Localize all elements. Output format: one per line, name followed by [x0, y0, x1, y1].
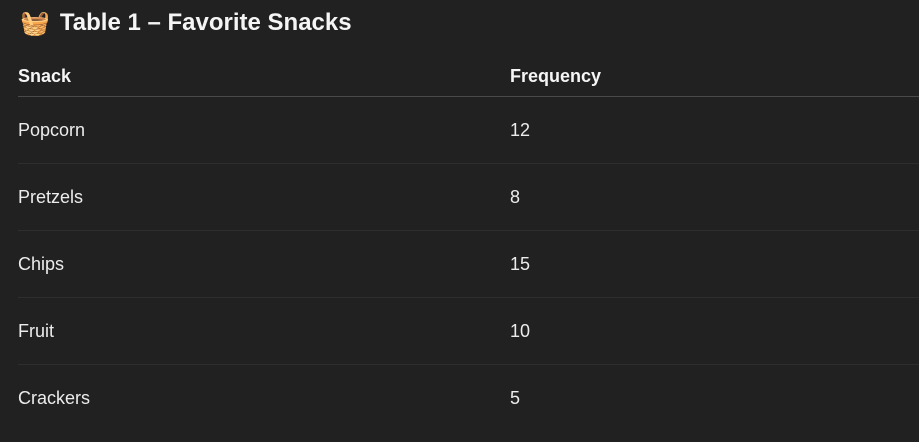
table-row: Crackers 5	[18, 365, 919, 432]
table-row: Fruit 10	[18, 297, 919, 365]
table-row: Chips 15	[18, 230, 919, 298]
table-title: 🧺 Table 1 – Favorite Snacks	[20, 6, 352, 40]
snack-cell: Crackers	[18, 387, 91, 408]
basket-icon: 🧺	[20, 9, 50, 37]
snack-cell: Fruit	[18, 297, 510, 365]
frequency-cell: 10	[510, 297, 919, 365]
frequency-cell: 15	[510, 230, 919, 298]
table-header-row: Snack Frequency	[18, 56, 919, 97]
column-header-frequency: Frequency	[510, 56, 919, 97]
table-row: Pretzels 8	[18, 163, 919, 231]
frequency-cell: 8	[510, 163, 919, 231]
snack-cell: Popcorn	[18, 96, 510, 164]
frequency-cell: 5	[510, 387, 521, 408]
table-title-text: Table 1 – Favorite Snacks	[59, 9, 352, 36]
column-header-snack: Snack	[18, 56, 510, 97]
snack-cell: Chips	[18, 230, 510, 298]
frequency-cell: 12	[510, 96, 919, 164]
table-row: Popcorn 12	[18, 96, 919, 164]
snack-cell: Pretzels	[18, 163, 510, 231]
snacks-table: Snack Frequency Popcorn 12 Pretzels 8 Chip…	[18, 56, 919, 431]
